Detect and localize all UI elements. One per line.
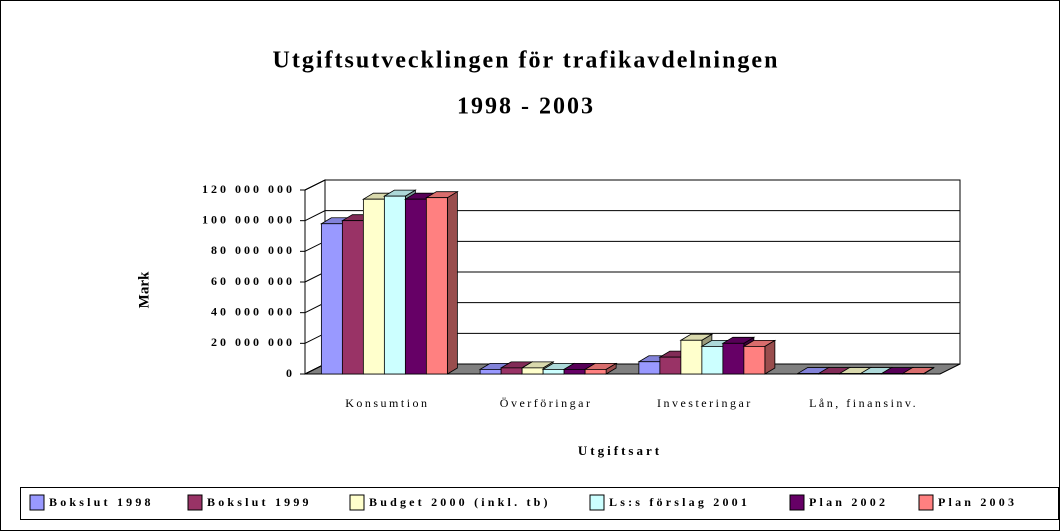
bar-side [446, 190, 458, 375]
bar [563, 368, 586, 375]
bar [701, 345, 724, 375]
legend-swatch [187, 494, 203, 511]
legend-swatch [918, 494, 934, 511]
bar [722, 342, 745, 375]
bar [638, 361, 661, 375]
chart-title: 1998 - 2003 [457, 94, 595, 120]
bar [659, 356, 682, 375]
bar [521, 367, 544, 375]
legend-label: Plan 2002 [809, 495, 888, 509]
legend-swatch [349, 494, 365, 511]
y-axis-title: Mark [136, 271, 152, 308]
bar [743, 345, 766, 375]
grid-line [304, 179, 960, 191]
x-tick-label: Överföringar [500, 396, 593, 410]
legend-label: Budget 2000 (inkl. tb) [369, 495, 551, 509]
legend-label: Bokslut 1999 [207, 495, 312, 509]
bar [341, 220, 364, 375]
legend-label: Plan 2003 [938, 495, 1017, 509]
legend-label: Bokslut 1998 [49, 495, 154, 509]
bar [680, 339, 703, 375]
grid-line [304, 210, 960, 222]
legend-swatch [789, 494, 805, 511]
x-tick-label: Investeringar [657, 396, 753, 410]
x-tick-label: Konsumtion [345, 396, 429, 410]
bar [425, 197, 448, 375]
x-tick-label: Lån, finansinv. [809, 396, 918, 410]
y-tick-label: 80 000 000 [211, 243, 295, 257]
chart-title: Utgiftsutvecklingen för trafikavdelninge… [273, 48, 780, 74]
bar [320, 223, 343, 375]
y-tick-label: 100 000 000 [202, 212, 295, 226]
bar [584, 368, 607, 375]
legend-swatch [29, 494, 45, 511]
bar [404, 198, 427, 375]
bar [383, 195, 406, 375]
y-tick-label: 60 000 000 [211, 274, 295, 288]
y-tick-label: 40 000 000 [211, 304, 295, 318]
x-axis-title: Utgiftsart [578, 443, 662, 458]
bar [500, 367, 523, 375]
y-tick-label: 0 [286, 366, 295, 380]
bar [542, 368, 565, 375]
bar [362, 198, 385, 375]
y-tick-label: 20 000 000 [211, 335, 295, 349]
legend-label: Ls:s förslag 2001 [609, 495, 750, 509]
bar [479, 368, 502, 375]
y-tick-label: 120 000 000 [202, 182, 295, 196]
legend-swatch [589, 494, 605, 511]
